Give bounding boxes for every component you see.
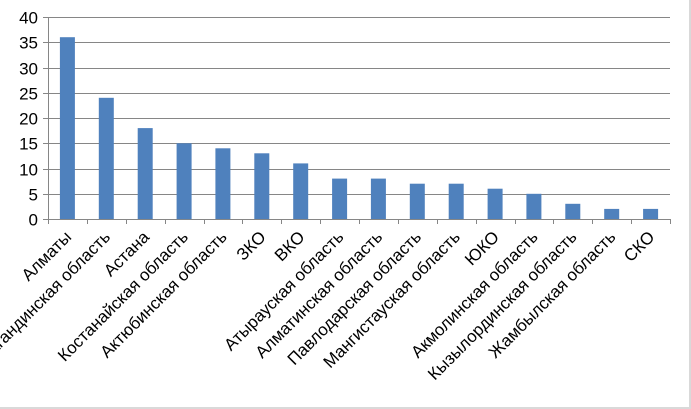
- y-tick-label: 35: [19, 34, 38, 53]
- chart-frame-bottom: [0, 407, 691, 409]
- y-tick-label: 5: [29, 186, 38, 205]
- y-tick-label: 0: [29, 211, 38, 230]
- bar: [565, 203, 581, 219]
- bar: [526, 193, 542, 220]
- y-tick-label: 10: [19, 161, 38, 180]
- y-tick-label: 25: [19, 85, 38, 104]
- bar: [215, 148, 231, 219]
- bar: [409, 183, 425, 219]
- x-tick-label: СКО: [620, 227, 658, 265]
- bar: [332, 178, 348, 219]
- y-tick-label: 40: [19, 9, 38, 28]
- bar: [448, 183, 464, 219]
- y-tick-label: 15: [19, 135, 38, 154]
- bar: [487, 188, 503, 219]
- bar: [293, 163, 309, 219]
- bar: [254, 153, 270, 219]
- y-tick-labels: 0 5 10 15 20 25 30 35 40: [19, 9, 38, 230]
- y-tick-label: 20: [19, 110, 38, 129]
- bar: [137, 128, 153, 219]
- x-tick-label: ЗКО: [233, 227, 270, 264]
- bar: [59, 37, 75, 220]
- bars: [59, 37, 659, 220]
- bar: [370, 178, 386, 219]
- bar: [643, 208, 659, 219]
- bar: [604, 208, 620, 219]
- bar: [98, 97, 114, 219]
- y-tick-label: 30: [19, 60, 38, 79]
- axes: [43, 17, 671, 224]
- chart-frame-right: [689, 0, 691, 409]
- bar: [176, 143, 192, 220]
